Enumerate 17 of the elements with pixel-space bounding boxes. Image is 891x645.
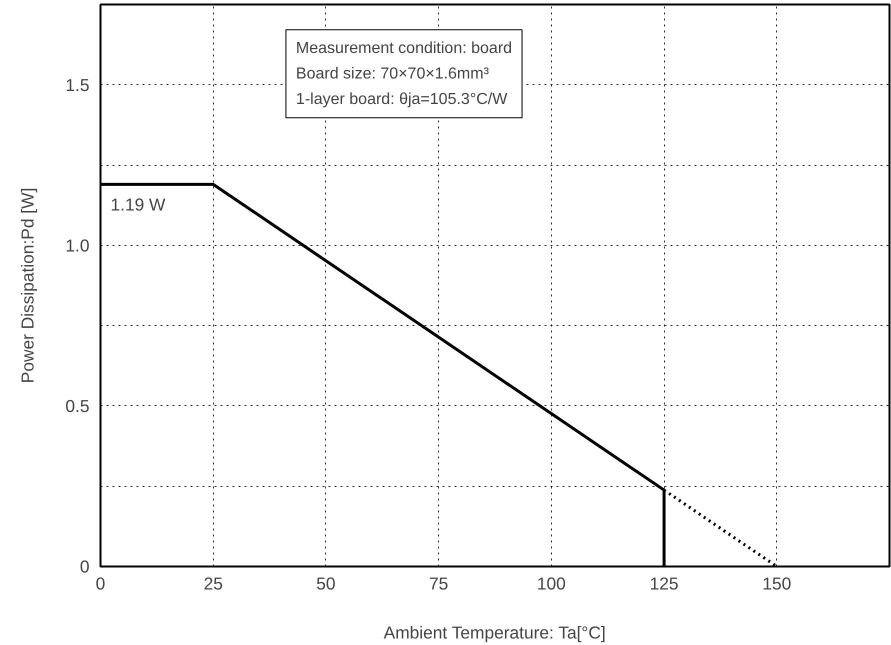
y-tick-label: 1.5 xyxy=(65,74,90,95)
annotation: 1.19 W xyxy=(110,194,166,214)
x-tick-label: 0 xyxy=(96,574,106,594)
y-axis-title: Power Dissipation:Pd [W] xyxy=(17,188,38,384)
y-tick-label: 0.5 xyxy=(65,396,90,416)
y-tick-label: 0 xyxy=(80,556,90,576)
x-tick-label: 25 xyxy=(204,574,223,594)
x-tick-label: 75 xyxy=(429,574,448,594)
x-axis-title: Ambient Temperature: Ta[°C] xyxy=(384,622,606,642)
x-tick-label: 125 xyxy=(650,574,679,594)
x-tick-label: 150 xyxy=(762,574,792,594)
x-tick-label: 100 xyxy=(536,574,566,594)
annotation: Measurement condition: board xyxy=(296,40,512,57)
annotation: Board size: 70×70×1.6mm³ xyxy=(296,65,490,82)
x-tick-label: 50 xyxy=(316,574,336,594)
annotation: 1-layer board: θja=105.3°C/W xyxy=(296,90,508,108)
y-tick-label: 1.0 xyxy=(65,235,90,256)
